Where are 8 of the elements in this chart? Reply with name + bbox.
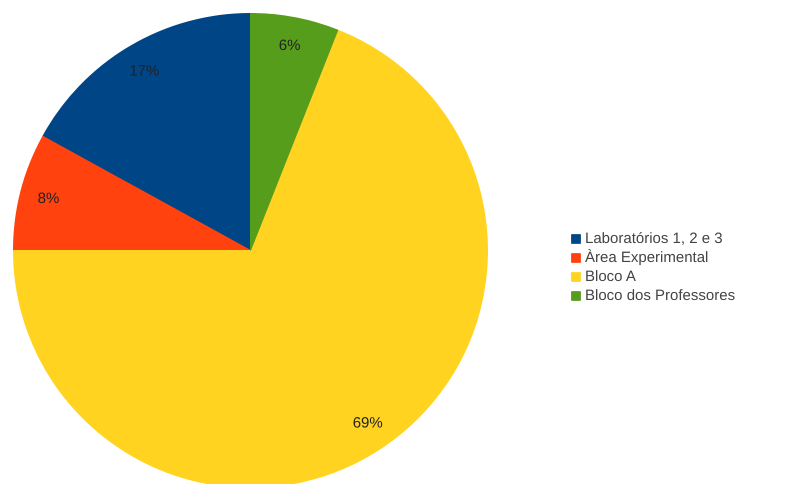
data-label: 8% xyxy=(38,190,60,208)
data-label: 17% xyxy=(129,62,160,80)
legend-label: Bloco A xyxy=(585,268,636,285)
legend-label: Bloco dos Professores xyxy=(585,287,736,304)
legend-label: Àrea Experimental xyxy=(585,249,708,266)
legend-label: Laboratórios 1, 2 e 3 xyxy=(585,230,723,247)
data-label: 6% xyxy=(278,37,300,54)
data-label: 69% xyxy=(352,414,383,432)
